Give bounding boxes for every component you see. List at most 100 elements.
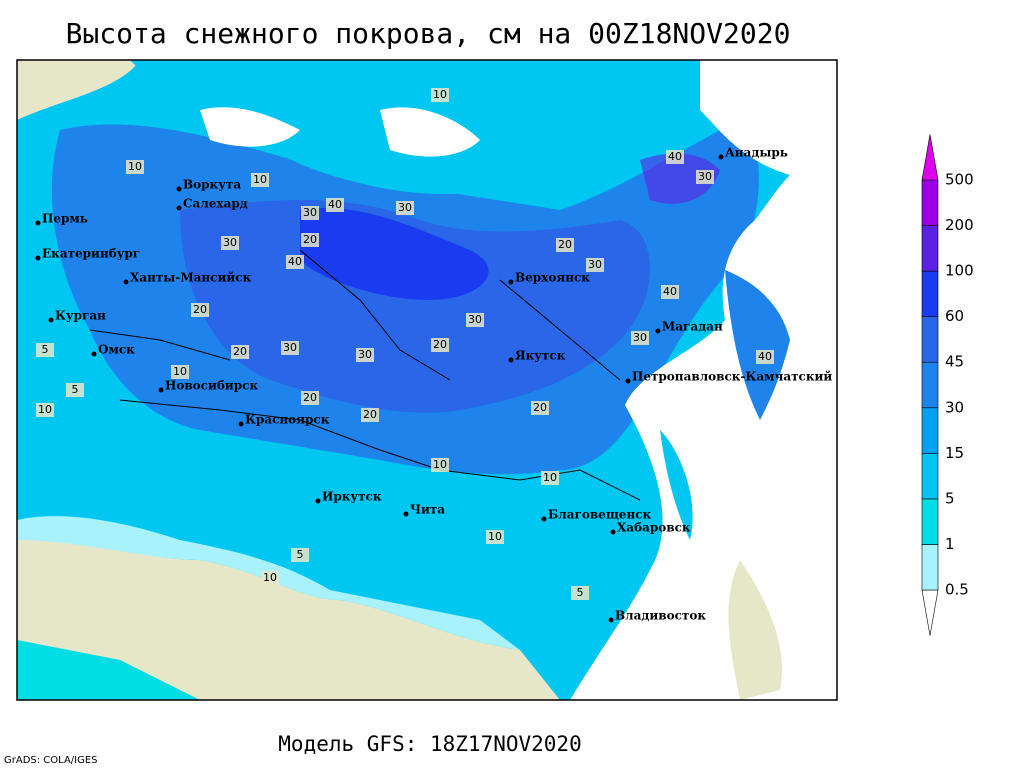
contour-label-box: [666, 150, 684, 164]
city-label: Омск: [98, 343, 135, 357]
contour-label: 20: [303, 391, 317, 404]
city-dot: [718, 154, 724, 160]
colorbar-segment: [921, 225, 939, 272]
contour-label-box: [36, 343, 54, 357]
contour-label-box: [301, 391, 319, 405]
contour-label-box: [286, 255, 304, 269]
city-dot: [508, 279, 514, 285]
city-dot: [315, 498, 321, 504]
contour-label-box: [541, 471, 559, 485]
colorbar-label: 30: [945, 398, 964, 416]
colorbar-label: 45: [945, 353, 964, 371]
city-dot: [158, 387, 164, 393]
city-label: Анадырь: [725, 146, 788, 160]
city-dot: [176, 205, 182, 211]
map-labels: Воркута Салехард Пермь Екатеринбург Ханты-Ма…: [35, 88, 832, 623]
contour-label: 10: [253, 173, 267, 186]
contour-label-box: [756, 350, 774, 364]
city-dot: [541, 516, 547, 522]
map: [17, 60, 837, 700]
colorbar-segment: [921, 453, 939, 500]
contour-label-box: [326, 198, 344, 212]
city-label: Чита: [410, 503, 445, 517]
city-label: Верхоянск: [515, 271, 590, 285]
very-heavy-snow: [300, 208, 489, 300]
colorbar-label: 60: [945, 307, 964, 325]
contour-label: 10: [488, 530, 502, 543]
contour-label: 10: [543, 471, 557, 484]
contour-label-box: [631, 331, 649, 345]
ocean: [380, 107, 480, 157]
contour-label-box: [531, 401, 549, 415]
city-dot: [508, 357, 514, 363]
contour-label-box: [36, 403, 54, 417]
contour-label: 10: [38, 403, 52, 416]
contour-label-box: [281, 341, 299, 355]
contour-label-box: [356, 348, 374, 362]
colorbar-segment: [921, 179, 939, 226]
contour-label: 40: [663, 285, 677, 298]
contour-label-box: [361, 408, 379, 422]
city-dot: [625, 378, 631, 384]
sakhalin-snow: [660, 430, 693, 540]
credit: GrADS: COLA/IGES: [4, 755, 98, 766]
city-label: Хабаровск: [617, 521, 691, 535]
contour-label-box: [301, 233, 319, 247]
colorbar-segment: [921, 498, 939, 545]
contour-label: 5: [577, 586, 584, 599]
contour-label: 30: [398, 201, 412, 214]
contour-label-box: [571, 586, 589, 600]
contour-label-box: [586, 258, 604, 272]
colorbar-label: 5: [945, 489, 955, 507]
city-label: Новосибирск: [165, 379, 258, 393]
contour-label-box: [221, 236, 239, 250]
city-dot: [403, 511, 409, 517]
contour-label-box: [556, 238, 574, 252]
city-dot: [238, 421, 244, 427]
colorbar-segment: [921, 407, 939, 454]
border: [89, 249, 641, 501]
colorbar-label: 100: [945, 262, 974, 280]
ocean: [570, 60, 837, 700]
land-no-snow: [17, 520, 560, 700]
contour-label-box: [191, 303, 209, 317]
contour-label-box: [231, 345, 249, 359]
map-frame: [16, 59, 838, 701]
city-label: Иркутск: [322, 490, 382, 504]
city-dot: [35, 255, 41, 261]
city-label: Салехард: [183, 197, 248, 211]
city-label: Магадан: [662, 320, 723, 334]
city-label: Екатеринбург: [42, 247, 140, 261]
contour-label: 20: [193, 303, 207, 316]
city-label: Ханты-Мансийск: [130, 271, 252, 285]
colorbar-segment: [921, 316, 939, 363]
land-no-snow: [17, 60, 140, 120]
colorbar-label: 0.5: [945, 581, 969, 599]
contour-label: 40: [328, 198, 342, 211]
colorbar-segment: [921, 544, 939, 591]
light-snow: [17, 516, 520, 650]
contour-label-box: [261, 571, 279, 585]
colorbar-segment: [921, 134, 939, 181]
light-snow: [17, 640, 200, 700]
contour-label-box: [431, 458, 449, 472]
city-label: Пермь: [42, 212, 88, 226]
city-dot: [48, 317, 54, 323]
contour-label-box: [661, 285, 679, 299]
colorbar-segment: [921, 270, 939, 317]
contour-label: 20: [558, 238, 572, 251]
city-dot: [176, 186, 182, 192]
contour-label: 40: [668, 150, 682, 163]
city-label: Владивосток: [615, 609, 706, 623]
city-dot: [91, 351, 97, 357]
contour-label-box: [466, 313, 484, 327]
contour-label: 5: [297, 548, 304, 561]
very-heavy-snow: [640, 153, 720, 204]
contour-label: 30: [588, 258, 602, 271]
contour-label: 20: [233, 345, 247, 358]
contour-label-box: [431, 88, 449, 102]
contour-label: 10: [128, 160, 142, 173]
contour-label: 30: [633, 331, 647, 344]
contour-label-box: [301, 206, 319, 220]
